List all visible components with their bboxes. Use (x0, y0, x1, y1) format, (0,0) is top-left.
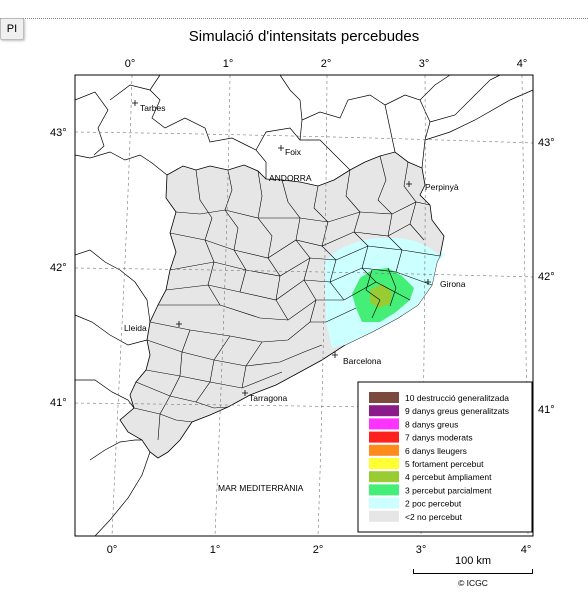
lon-label-top: 2° (321, 58, 332, 70)
legend-swatch (369, 405, 399, 417)
lat-label-right: 42° (538, 271, 555, 283)
lon-label-bottom: 1° (210, 544, 221, 556)
legend-label: 5 fortament percebut (405, 459, 484, 469)
pi-button[interactable]: PI (0, 18, 24, 40)
legend-swatch (369, 444, 399, 456)
place-label-andorra: ANDORRA (269, 173, 312, 183)
lon-label-bottom: 0° (107, 544, 118, 556)
lon-label-bottom: 2° (313, 544, 324, 556)
legend-swatch (369, 497, 399, 509)
legend-swatch (369, 510, 399, 522)
left-lat-labels: 43° 42° 41° (50, 127, 67, 409)
comarca-boundaries (133, 155, 441, 441)
legend-swatch (369, 392, 399, 403)
place-label-lleida: Lleida (124, 323, 147, 333)
top-lon-labels: 0° 1° 2° 3° 4° (125, 58, 528, 70)
lon-label-top: 3° (419, 58, 430, 70)
legend-label: <2 no percebut (405, 512, 463, 522)
place-label-sea: MAR MEDITERRÀNIA (218, 483, 304, 493)
intensity-zone-4 (370, 284, 392, 308)
legend-label: 7 danys moderats (405, 433, 473, 443)
lat-label-right: 41° (538, 404, 555, 416)
place-label-barcelona: Barcelona (343, 356, 382, 366)
place-label-girona: Girona (440, 279, 466, 289)
legend-swatch (369, 471, 399, 483)
external-borders (74, 74, 534, 537)
lon-label-top: 1° (223, 58, 234, 70)
legend-swatch (369, 484, 399, 496)
right-lat-labels: 43° 42° 41° (538, 137, 555, 416)
place-label-perpinya: Perpinyà (425, 182, 459, 192)
legend-label: 6 danys lleugers (405, 446, 467, 456)
legend-label: 9 danys greus generalitzats (405, 406, 509, 416)
lat-label-left: 41° (50, 397, 67, 409)
lon-label-bottom: 4° (521, 544, 532, 556)
lon-label-top: 0° (125, 58, 136, 70)
legend-label: 3 percebut parcialment (405, 485, 492, 495)
scale-label: 100 km (454, 555, 492, 567)
place-label-tarbes: Tarbes (140, 103, 166, 113)
bottom-lon-labels: 0° 1° 2° 3° 4° (107, 544, 532, 556)
map-title: Simulació d'intensitats percebudes (188, 28, 420, 45)
top-dotted-rule (0, 18, 588, 19)
city-markers (132, 100, 431, 396)
legend-label: 2 poc percebut (405, 499, 462, 509)
lat-label-right: 43° (538, 137, 555, 149)
lon-label-bottom: 3° (416, 544, 427, 556)
lat-label-left: 42° (50, 262, 67, 274)
place-label-tarragona: Tarragona (249, 393, 288, 403)
legend-swatch (369, 458, 399, 469)
map-frame (74, 74, 534, 537)
legend: 10 destrucció generalitzada 9 danys greus… (357, 381, 533, 533)
legend-items: 10 destrucció generalitzada 9 danys greus… (369, 392, 509, 522)
legend-swatch (369, 418, 399, 430)
legend-label: 8 danys greus (405, 419, 458, 429)
legend-box (357, 381, 533, 533)
lat-label-left: 43° (50, 127, 67, 139)
legend-label: 10 destrucció generalitzada (405, 393, 509, 403)
place-label-foix: Foix (285, 147, 302, 157)
scale-bar (413, 569, 533, 574)
credit-label: © ICGC (458, 578, 488, 588)
lon-label-top: 4° (517, 58, 528, 70)
legend-label: 4 percebut àmpliament (405, 472, 492, 482)
legend-swatch (369, 431, 399, 443)
